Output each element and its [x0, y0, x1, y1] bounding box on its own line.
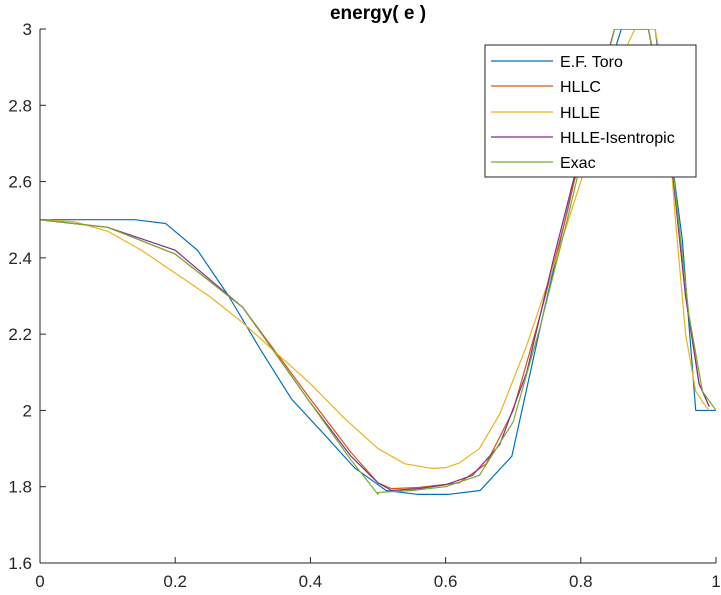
legend-box: [484, 44, 697, 178]
y-tick-label: 2.8: [8, 96, 32, 115]
chart-title: energy( e ): [330, 3, 426, 24]
y-tick-label: 2.2: [8, 325, 32, 344]
legend-entry: E.F. Toro: [491, 54, 623, 71]
axes-layer: 0 0.2 0.4 0.6 0.8 1 1.6 1.8 2 2.2 2.4 2.6 2.8 3: [8, 20, 720, 591]
y-tick-label: 2.4: [8, 249, 32, 268]
legend-label: HLLE: [560, 105, 600, 122]
legend-label: HLLC: [560, 79, 601, 96]
x-tick-label: 0.4: [299, 572, 323, 591]
x-tick-label: 1: [711, 572, 720, 591]
x-tick-label: 0.8: [569, 572, 593, 591]
legend-entry: HLLC: [491, 79, 601, 96]
x-tick-label: 0: [35, 572, 44, 591]
x-tick-label: 0.6: [434, 572, 458, 591]
legend-label: HLLE-Isentropic: [560, 130, 675, 147]
legend-entry: HLLE: [491, 105, 600, 122]
legend-label: E.F. Toro: [560, 54, 623, 71]
legend-entry: HLLE-Isentropic: [491, 130, 675, 147]
legend-label: Exac: [560, 155, 596, 172]
legend: E.F. Toro HLLC HLLE HLLE-Isentropic Exac: [484, 44, 697, 178]
y-tick-label: 1.8: [8, 478, 32, 497]
x-tick-label: 0.2: [163, 572, 187, 591]
legend-entry: Exac: [491, 155, 596, 172]
y-tick-label: 3: [23, 20, 32, 39]
y-tick-label: 1.6: [8, 554, 32, 573]
y-tick-label: 2.6: [8, 173, 32, 192]
y-tick-label: 2: [23, 401, 32, 420]
